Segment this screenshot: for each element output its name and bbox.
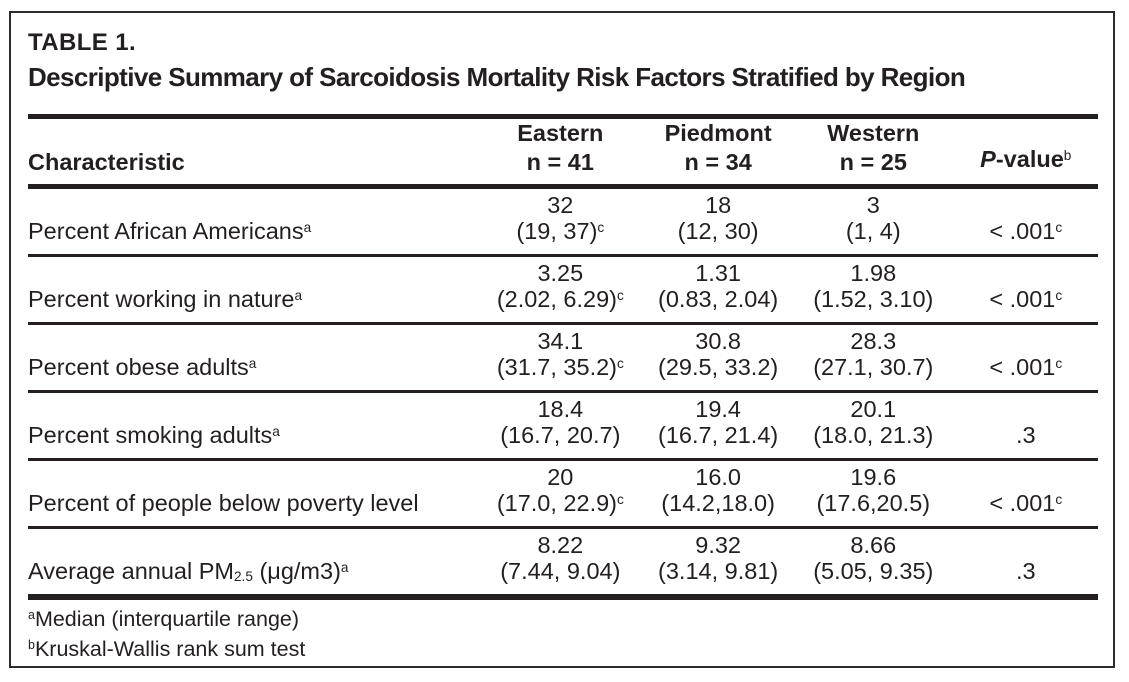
iqr-value: (5.05, 9.35): [813, 558, 934, 584]
cell-piedmont: 9.32 (3.14, 9.81): [643, 528, 793, 598]
cell-piedmont: 30.8 (29.5, 33.2): [643, 324, 793, 392]
iqr-value: (1.52, 3.10): [813, 286, 934, 312]
cell-eastern: 20 (17.0, 22.9)c: [477, 460, 643, 528]
cell-pvalue: < .001c: [989, 490, 1063, 516]
region-name: Eastern: [517, 120, 604, 146]
iqr-value: (2.02, 6.29)c: [496, 286, 624, 312]
header-row: Characteristic Eastern n = 41 Piedmont n…: [28, 117, 1098, 187]
cell-eastern: 8.22 (7.44, 9.04): [477, 528, 643, 598]
cell-eastern: 32 (19, 37)c: [477, 187, 643, 256]
column-header-piedmont: Piedmont n = 34: [643, 117, 793, 187]
iqr-value: (14.2,18.0): [661, 490, 775, 516]
pvalue-rest: -value: [995, 146, 1064, 172]
cell-western: 8.66 (5.05, 9.35): [793, 528, 954, 598]
table-frame: TABLE 1. Descriptive Summary of Sarcoido…: [9, 11, 1115, 668]
footnotes: aMedian (interquartile range) bKruskal-W…: [28, 606, 1098, 666]
median-value: 19.4: [695, 396, 741, 422]
iqr-value: (12, 30): [677, 218, 759, 244]
row-label: Percent of people below poverty level: [28, 490, 419, 516]
median-value: 9.32: [695, 532, 741, 558]
median-value: 8.66: [850, 532, 897, 558]
column-header-western: Western n = 25: [793, 117, 954, 187]
iqr-value: (17.0, 22.9)c: [496, 490, 624, 516]
footnote-a: aMedian (interquartile range): [28, 607, 300, 631]
cell-pvalue: < .001c: [989, 354, 1063, 380]
column-header-characteristic: Characteristic: [28, 149, 185, 175]
iqr-value: (27.1, 30.7): [813, 354, 934, 380]
cell-eastern: 3.25 (2.02, 6.29)c: [477, 256, 643, 324]
median-value: 30.8: [695, 328, 741, 354]
table-title: Descriptive Summary of Sarcoidosis Morta…: [28, 62, 966, 92]
median-value: 20: [547, 464, 574, 490]
cell-western: 28.3 (27.1, 30.7): [793, 324, 954, 392]
median-value: 19.6: [850, 464, 897, 490]
pvalue-footnote-marker: b: [1063, 147, 1072, 163]
cell-pvalue: .3: [1015, 558, 1036, 584]
cell-western: 3 (1, 4): [793, 187, 954, 256]
iqr-value: (7.44, 9.04): [500, 558, 621, 584]
iqr-value: (17.6,20.5): [816, 490, 931, 516]
iqr-value: (16.7, 21.4): [658, 422, 779, 448]
table-row: Percent of people below poverty level 20…: [28, 459, 1098, 528]
cell-eastern: 34.1 (31.7, 35.2)c: [477, 324, 643, 392]
median-value: 32: [547, 192, 574, 218]
iqr-value: (1, 4): [845, 218, 901, 244]
iqr-value: (18.0, 21.3): [813, 422, 934, 448]
region-name: Piedmont: [664, 120, 772, 146]
cell-piedmont: 16.0 (14.2,18.0): [643, 460, 793, 528]
cell-western: 1.98 (1.52, 3.10): [793, 256, 954, 324]
iqr-value: (0.83, 2.04): [658, 286, 779, 312]
median-value: 1.31: [695, 260, 741, 286]
median-value: 16.0: [695, 464, 741, 490]
cell-pvalue: < .001c: [989, 218, 1063, 244]
table-row: Percent smoking adultsa 18.4 (16.7, 20.7)…: [28, 391, 1098, 460]
iqr-value: (29.5, 33.2): [658, 354, 779, 380]
median-value: 18: [705, 192, 732, 218]
median-value: 1.98: [850, 260, 897, 286]
table-row: Percent obese adultsa 34.1 (31.7, 35.2)c …: [28, 323, 1098, 392]
pvalue-italic-p: P: [980, 146, 996, 172]
summary-table: Characteristic Eastern n = 41 Piedmont n…: [28, 114, 1098, 600]
row-label: Percent smoking adultsa: [28, 422, 280, 448]
region-n: n = 25: [839, 149, 907, 175]
table-row: Average annual PM2.5 (μg/m3)a 8.22 (7.44,…: [28, 527, 1098, 598]
column-header-pvalue: P-valueb: [954, 117, 1098, 187]
iqr-value: (16.7, 20.7): [500, 422, 621, 448]
iqr-value: (31.7, 35.2)c: [496, 354, 624, 380]
footnote-c: cStatistically significantly different: [28, 665, 1098, 666]
row-label: Percent obese adultsa: [28, 354, 257, 380]
cell-pvalue: < .001c: [989, 286, 1063, 312]
median-value: 20.1: [850, 396, 897, 422]
cell-eastern: 18.4 (16.7, 20.7): [477, 392, 643, 460]
cell-piedmont: 18 (12, 30): [643, 187, 793, 256]
region-n: n = 34: [684, 149, 752, 175]
table-row: Percent working in naturea 3.25 (2.02, 6.…: [28, 255, 1098, 324]
cell-western: 20.1 (18.0, 21.3): [793, 392, 954, 460]
cell-piedmont: 1.31 (0.83, 2.04): [643, 256, 793, 324]
median-value: 18.4: [537, 396, 584, 422]
row-label: Percent African Americansa: [28, 218, 312, 244]
row-label: Average annual PM2.5 (μg/m3)a: [28, 558, 349, 585]
region-n: n = 41: [526, 149, 594, 175]
iqr-value: (3.14, 9.81): [658, 558, 779, 584]
cell-pvalue: .3: [1015, 422, 1036, 448]
region-name: Western: [827, 120, 920, 146]
median-value: 3.25: [537, 260, 584, 286]
column-header-eastern: Eastern n = 41: [477, 117, 643, 187]
table-number-label: TABLE 1.: [28, 29, 137, 56]
row-label: Percent working in naturea: [28, 286, 303, 312]
median-value: 8.22: [537, 532, 584, 558]
table-header: Characteristic Eastern n = 41 Piedmont n…: [28, 117, 1098, 187]
cell-piedmont: 19.4 (16.7, 21.4): [643, 392, 793, 460]
median-value: 34.1: [537, 328, 584, 354]
table-body: Percent African Americansa 32 (19, 37)c 1…: [28, 187, 1098, 598]
median-value: 28.3: [850, 328, 897, 354]
cell-western: 19.6 (17.6,20.5): [793, 460, 954, 528]
footnote-b: bKruskal-Wallis rank sum test: [28, 636, 306, 661]
iqr-value: (19, 37)c: [516, 218, 605, 244]
table-row: Percent African Americansa 32 (19, 37)c 1…: [28, 187, 1098, 256]
median-value: 3: [866, 192, 880, 218]
